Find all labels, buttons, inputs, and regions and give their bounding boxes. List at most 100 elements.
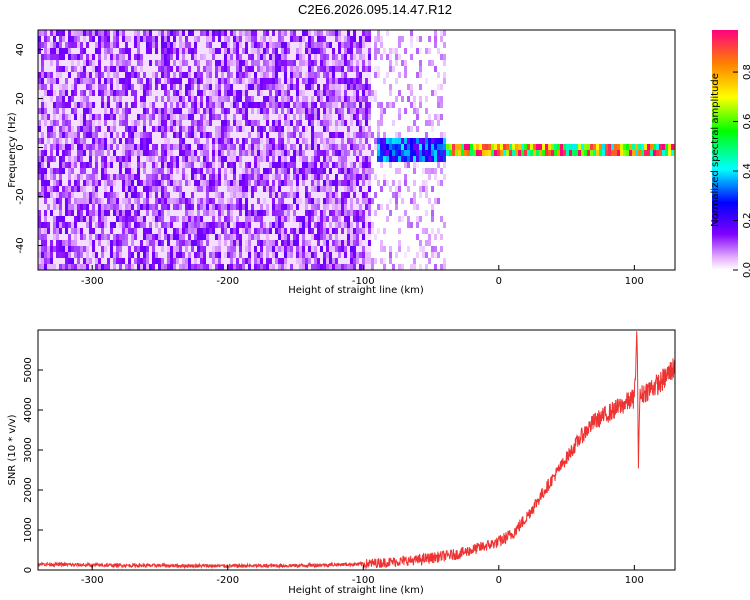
spectrogram-cell	[119, 186, 122, 192]
spectrogram-cell	[95, 36, 98, 42]
spectrogram-cell	[44, 234, 47, 240]
spectrogram-cell	[293, 42, 296, 48]
spectrogram-cell	[206, 198, 209, 204]
spectrogram-cell	[341, 210, 344, 216]
spectrogram-cell	[272, 168, 275, 174]
spectrogram-cell	[140, 144, 143, 150]
spectrogram-cell	[140, 210, 143, 216]
spectrogram-cell	[179, 108, 182, 114]
spectrogram-cell	[356, 120, 359, 126]
spectrogram-cell	[419, 102, 422, 108]
spectrogram-cell	[149, 114, 152, 120]
spectrogram-cell	[338, 252, 341, 258]
spectrogram-cell	[539, 144, 542, 150]
spectrogram-cell	[281, 72, 284, 78]
spectrogram-cell	[338, 204, 341, 210]
spectrogram-cell	[155, 102, 158, 108]
spectrogram-cell	[206, 258, 209, 264]
spectrogram-cell	[179, 234, 182, 240]
spectrogram-cell	[149, 36, 152, 42]
spectrogram-cell	[305, 168, 308, 174]
spectrogram-cell	[281, 162, 284, 168]
spectrogram-cell	[299, 192, 302, 198]
spectrogram-cell	[284, 36, 287, 42]
spectrogram-cell	[218, 48, 221, 54]
spectrogram-cell	[245, 150, 248, 156]
spectrogram-cell	[182, 246, 185, 252]
spectrogram-cell	[242, 114, 245, 120]
spectrogram-cell	[221, 126, 224, 132]
spectrogram-cell	[65, 48, 68, 54]
spectrogram-cell	[260, 198, 263, 204]
spectrogram-cell	[65, 36, 68, 42]
spectrogram-cell	[41, 222, 44, 228]
spectrogram-cell	[236, 150, 239, 156]
spectrogram-cell	[347, 126, 350, 132]
spectrogram-cell	[74, 180, 77, 186]
spectrogram-cell	[182, 60, 185, 66]
spectrogram-cell	[131, 120, 134, 126]
spectrogram-cell	[368, 48, 371, 54]
spectrogram-cell	[101, 162, 104, 168]
spectrogram-cell	[266, 138, 269, 144]
spectrogram-cell	[80, 66, 83, 72]
spectrogram-cell	[254, 168, 257, 174]
spectrogram-cell	[368, 36, 371, 42]
spectrogram-cell	[227, 264, 230, 270]
spectrogram-cell	[167, 240, 170, 246]
spectrogram-cell	[437, 228, 440, 234]
spectrogram-cell	[431, 144, 434, 150]
spectrogram-cell	[224, 180, 227, 186]
spectrogram-cell	[404, 72, 407, 78]
spectrogram-cell	[245, 240, 248, 246]
spectrogram-cell	[440, 234, 443, 240]
spectrogram-cell	[98, 132, 101, 138]
spectrogram-cell	[107, 228, 110, 234]
spectrogram-cell	[83, 252, 86, 258]
spectrogram-cell	[494, 144, 497, 150]
spectrogram-cell	[230, 216, 233, 222]
spectrogram-cell	[290, 48, 293, 54]
spectrogram-cell	[59, 246, 62, 252]
spectrogram-cell	[377, 36, 380, 42]
spectrogram-cell	[104, 210, 107, 216]
spectrogram-cell	[173, 204, 176, 210]
spectrogram-cell	[563, 150, 566, 156]
spectrogram-cell	[155, 258, 158, 264]
spectrogram-cell	[341, 78, 344, 84]
spectrogram-cell	[425, 252, 428, 258]
spectrogram-cell	[368, 252, 371, 258]
spectrogram-cell	[113, 264, 116, 270]
spectrogram-cell	[215, 84, 218, 90]
spectrogram-cell	[197, 48, 200, 54]
spectrogram-cell	[401, 216, 404, 222]
spectrogram-cell	[278, 96, 281, 102]
spectrogram-cell	[170, 126, 173, 132]
spectrogram-cell	[665, 150, 668, 156]
spectrogram-cell	[89, 114, 92, 120]
spectrogram-cell	[59, 90, 62, 96]
spectrogram-cell	[302, 114, 305, 120]
spectrogram-cell	[209, 102, 212, 108]
spectrogram-cell	[248, 66, 251, 72]
spectrogram-cell	[89, 174, 92, 180]
spectrogram-cell	[140, 246, 143, 252]
spectrogram-cell	[50, 90, 53, 96]
spectrogram-cell	[338, 36, 341, 42]
spectrogram-cell	[224, 252, 227, 258]
spectrogram-cell	[269, 234, 272, 240]
spectrogram-cell	[107, 108, 110, 114]
spectrogram-cell	[299, 138, 302, 144]
spectrogram-cell	[134, 66, 137, 72]
spectrogram-cell	[128, 186, 131, 192]
spectrogram-cell	[236, 42, 239, 48]
spectrogram-cell	[332, 36, 335, 42]
spectrogram-cell	[122, 252, 125, 258]
spectrogram-cell	[500, 144, 503, 150]
spectrogram-cell	[137, 198, 140, 204]
spectrogram-cell	[359, 246, 362, 252]
spectrogram-cell	[569, 150, 572, 156]
spectrogram-cell	[80, 72, 83, 78]
spectrogram-cell	[365, 108, 368, 114]
spectrogram-cell	[50, 156, 53, 162]
